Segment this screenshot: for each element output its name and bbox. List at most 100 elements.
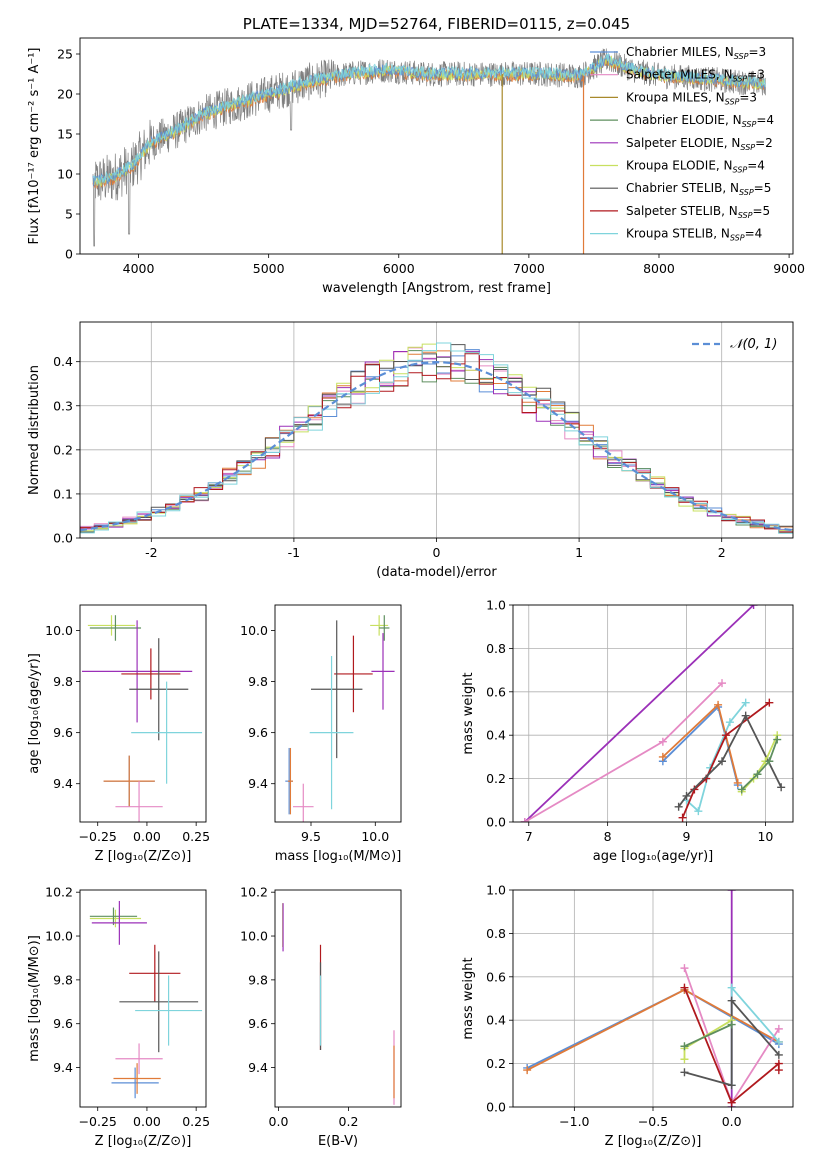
spectrum-ylabel: Flux [fλ10⁻¹⁷ erg cm⁻² s⁻¹ A⁻¹]: [27, 48, 42, 245]
weight-vs-age-xlabel: age [log₁₀(age/yr)]: [593, 849, 714, 864]
legend-suffix: =4: [745, 227, 763, 241]
residuals-xlabel: (data-model)/error: [376, 565, 497, 580]
mass-vs-Z-ytick-label: 9.8: [53, 972, 73, 987]
weight-vs-age-xtick-label: 10: [757, 829, 773, 844]
weight-marker: [727, 890, 736, 894]
mass-vs-ebv-panel: 0.0 0.2 9.4 9.6 9.8 10.0 10.2 E(B-V): [240, 885, 402, 1149]
weight-marker: [774, 1037, 783, 1046]
age-vs-Z-ytick-label: 9.8: [53, 674, 73, 689]
legend-sub: SSP: [733, 166, 748, 175]
mass-vs-ebv-frame: [274, 889, 402, 1108]
weight-marker: [714, 700, 723, 709]
weight-marker: [727, 1020, 736, 1029]
legend-entry: Chabrier MILES, NSSP=3: [626, 45, 766, 61]
weight-vs-Z-frame: [512, 889, 794, 1108]
mass-vs-Z-xlabel: Z [log₁₀(Z/Z⊙)]: [95, 1134, 192, 1149]
weight-marker: [680, 983, 689, 992]
legend-sub: SSP: [730, 234, 745, 243]
weight-marker: [678, 813, 687, 822]
weight-vs-age-frame: [512, 604, 794, 823]
legend-sub: SSP: [734, 52, 749, 61]
weight-vs-age-ylabel: mass weight: [461, 672, 476, 754]
mass-vs-ebv-xtick-label: 0.2: [339, 1114, 359, 1129]
legend-label: Salpeter STELIB, N: [626, 204, 738, 218]
spectrum-ytick-label: 25: [57, 47, 73, 62]
legend-label: Kroupa MILES, N: [626, 90, 725, 104]
spectrum-xtick-label: 4000: [123, 261, 155, 276]
legend-sub: SSP: [733, 75, 748, 84]
mass-vs-Z-panel: −0.25 0.00 0.25 9.4 9.6 9.8 10.0 10.2 Z [log₁₀(Z…: [27, 885, 210, 1149]
age-vs-mass-xtick-label: 10.0: [361, 829, 389, 844]
legend-sub: SSP: [739, 188, 754, 197]
spectrum-ytick-label: 10: [57, 167, 73, 182]
weight-line: [684, 998, 780, 1087]
weight-vs-Z-ytick-label: 0.2: [486, 1056, 506, 1071]
mass-vs-Z-ylabel: mass [log₁₀(M/M⊙)]: [27, 935, 42, 1062]
mass-vs-ebv-ytick-label: 10.2: [240, 885, 268, 900]
age-vs-Z-xlabel: Z [log₁₀(Z/Z⊙)]: [95, 849, 192, 864]
weight-marker: [749, 605, 758, 609]
weight-marker: [520, 818, 529, 822]
mass-vs-Z-xtick-label: 0.25: [182, 1114, 210, 1129]
weight-marker: [733, 778, 742, 787]
weight-marker: [694, 807, 703, 816]
weight-vs-Z-ytick-label: 0.6: [486, 969, 506, 984]
weight-line: [741, 734, 779, 793]
mass-vs-Z-xtick-label: −0.25: [79, 1114, 117, 1129]
legend-entry: Salpeter ELODIE, NSSP=2: [626, 136, 773, 152]
mass-vs-Z-ytick-label: 9.6: [53, 1016, 73, 1031]
residuals-plot-area: [80, 342, 793, 534]
weight-vs-age-ytick-label: 1.0: [486, 598, 506, 613]
mass-vs-Z-ytick-label: 10.0: [45, 929, 73, 944]
weight-marker: [773, 735, 782, 744]
weight-marker: [765, 698, 774, 707]
weight-marker: [523, 1066, 532, 1075]
weight-line: [524, 605, 755, 822]
normal-legend-label: 𝒩(0, 1): [730, 337, 777, 352]
weight-vs-age-plot-area: [520, 605, 786, 822]
weight-marker: [774, 1024, 783, 1033]
mass-vs-ebv-ytick-label: 9.4: [248, 1060, 268, 1075]
spectrum-xtick-label: 6000: [383, 261, 415, 276]
legend-suffix: =2: [755, 136, 773, 150]
residuals-ytick-label: 0.4: [53, 354, 73, 369]
spectrum-ytick-label: 15: [57, 127, 73, 142]
legend-entry: Chabrier ELODIE, NSSP=4: [626, 113, 774, 129]
weight-vs-Z-panel: −1.0 −0.5 0.0 0.0 0.2 0.4 0.6 0.8 1.0 Z [log₁₀(Z/…: [461, 883, 794, 1149]
weight-marker: [753, 770, 762, 779]
legend-label: Salpeter MILES, N: [626, 68, 733, 82]
mass-vs-Z-frame: [79, 889, 207, 1108]
mass-vs-ebv-ytick-label: 10.0: [240, 929, 268, 944]
age-vs-mass-xlabel: mass [log₁₀(M/M⊙)]: [275, 849, 402, 864]
weight-vs-age-ytick-label: 0.4: [486, 728, 506, 743]
mass-vs-ebv-xlabel: E(B-V): [318, 1134, 358, 1149]
age-vs-Z-ylabel: age [log₁₀(age/yr)]: [27, 653, 42, 774]
mass-vs-Z-plot-area: [89, 900, 203, 1099]
age-vs-Z-plot-area: [81, 615, 203, 822]
weight-vs-Z-xlabel: Z [log₁₀(Z/Z⊙)]: [605, 1134, 702, 1149]
spectrum-ytick-label: 20: [57, 87, 73, 102]
spectrum-title: PLATE=1334, MJD=52764, FIBERID=0115, z=0…: [243, 15, 630, 33]
weight-marker: [725, 718, 734, 727]
age-vs-Z-ytick-label: 9.4: [53, 776, 73, 791]
weight-vs-age-xtick-label: 9: [683, 829, 691, 844]
legend-entry: Kroupa STELIB, NSSP=4: [626, 227, 762, 243]
residuals-ylabel: Normed distribution: [27, 365, 42, 495]
residual-histogram: [80, 353, 793, 533]
weight-marker: [727, 1081, 736, 1090]
weight-vs-age-xtick-label: 7: [525, 829, 533, 844]
age-vs-mass-frame: [274, 604, 402, 823]
weight-marker: [682, 791, 691, 800]
residual-histogram: [80, 342, 793, 534]
age-vs-Z-xtick-label: 0.25: [182, 829, 210, 844]
weight-marker: [658, 737, 667, 746]
weight-vs-Z-ylabel: mass weight: [461, 957, 476, 1039]
spectrum-ytick-label: 0: [65, 247, 73, 262]
weight-vs-Z-plot-area: [523, 890, 783, 1107]
weight-marker: [658, 752, 667, 761]
age-vs-Z-ytick-label: 9.6: [53, 725, 73, 740]
weight-vs-age-ytick-label: 0.2: [486, 771, 506, 786]
legend-entry: Chabrier STELIB, NSSP=5: [626, 181, 771, 197]
